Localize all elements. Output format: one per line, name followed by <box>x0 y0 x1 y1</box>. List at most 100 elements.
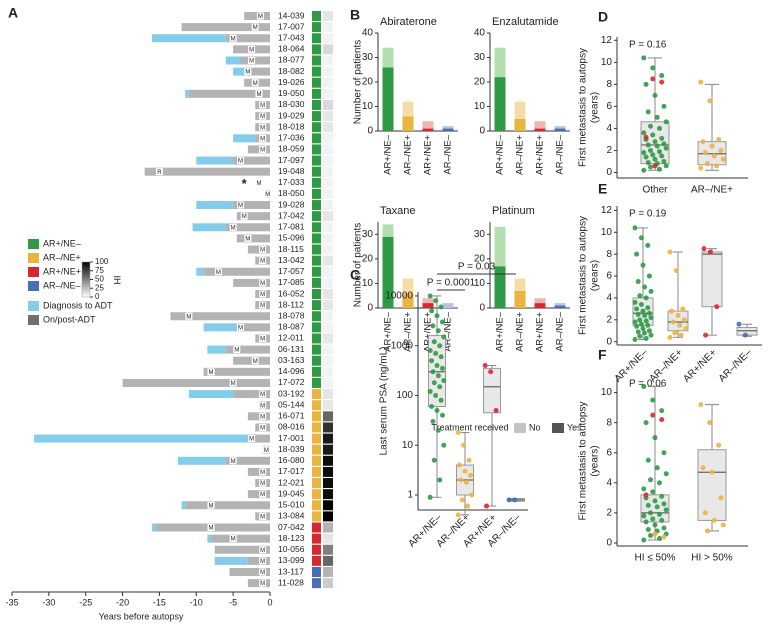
hi-cell <box>323 144 333 155</box>
data-point <box>637 333 643 339</box>
data-point <box>648 477 654 483</box>
box <box>701 251 723 308</box>
y-tick-label: 12 <box>601 35 613 46</box>
patient-id: 18-115 <box>278 244 304 254</box>
patient-id: 16-071 <box>278 411 305 421</box>
bar-yes <box>534 128 546 131</box>
data-point <box>650 152 656 158</box>
hi-cell <box>323 200 333 211</box>
data-point <box>441 377 447 383</box>
y-tick-label: 1 <box>407 490 413 501</box>
event-marker: M <box>216 270 221 276</box>
event-marker: M <box>256 92 261 98</box>
event-marker-box <box>259 479 267 487</box>
data-point <box>680 306 686 312</box>
on-post-adt-bar <box>247 145 270 154</box>
data-point <box>698 79 704 85</box>
data-point <box>427 389 433 395</box>
patient-id: 18-030 <box>278 99 305 109</box>
data-point <box>661 450 667 456</box>
data-point <box>640 262 646 268</box>
data-point <box>659 417 665 423</box>
panel-letter: A <box>8 5 18 21</box>
data-point <box>681 317 687 323</box>
data-point <box>430 369 436 375</box>
subtype-cell <box>312 289 321 299</box>
hi-cell <box>323 233 333 244</box>
event-marker-box <box>237 157 245 165</box>
event-marker: M <box>260 125 265 131</box>
x-tick-label: AR–/NE+ <box>403 135 414 175</box>
legend-swatch <box>28 239 39 249</box>
patient-id: 19-028 <box>278 199 305 209</box>
hi-cell <box>323 11 333 21</box>
data-point <box>437 343 443 349</box>
hi-cell <box>323 355 333 366</box>
data-point <box>645 160 651 166</box>
colorbar-tick-label: 25 <box>95 283 104 292</box>
data-point <box>646 273 652 279</box>
event-marker: M <box>231 36 236 42</box>
event-marker-box <box>259 145 267 153</box>
event-marker: M <box>260 103 265 109</box>
data-point <box>429 404 435 410</box>
data-point <box>656 511 662 517</box>
subtype-cell <box>312 522 321 533</box>
data-point <box>652 435 658 441</box>
patient-id: 17-043 <box>278 32 305 42</box>
data-point <box>661 525 667 531</box>
data-point <box>716 136 722 142</box>
diagnosis-to-adt-bar <box>214 556 248 565</box>
subtype-cell <box>312 77 321 88</box>
data-point <box>663 507 669 513</box>
x-tick-label: AR–/NE+ <box>515 135 526 175</box>
data-point <box>645 242 651 248</box>
patient-id: 17-007 <box>278 21 305 31</box>
hi-cell <box>323 322 333 333</box>
bar-yes <box>422 128 434 131</box>
colorbar-tick-label: 50 <box>95 275 104 284</box>
data-point <box>643 420 649 426</box>
subtype-cell <box>312 366 321 377</box>
x-tick-label: -10 <box>190 597 203 607</box>
hi-colorbar <box>81 261 91 298</box>
data-point <box>709 469 715 475</box>
on-post-adt-bar <box>247 434 270 443</box>
data-point <box>669 308 675 314</box>
y-tick-label: 6 <box>606 447 612 458</box>
hi-cell <box>323 511 333 522</box>
event-marker-box <box>244 234 252 242</box>
data-point <box>632 299 638 305</box>
data-point <box>437 477 443 483</box>
event-marker: R <box>157 170 162 176</box>
event-marker-box <box>259 568 267 576</box>
y-axis-label: (years) <box>590 92 601 123</box>
data-point <box>656 535 662 541</box>
data-point <box>641 486 647 492</box>
x-tick-label: AR+/NE– <box>383 134 394 175</box>
data-point <box>643 154 649 160</box>
event-marker: M <box>260 148 265 154</box>
bar-yes <box>382 236 394 308</box>
data-point <box>632 225 638 231</box>
subtype-cell <box>312 255 321 266</box>
subtype-cell <box>312 44 321 55</box>
hi-cell <box>323 255 333 266</box>
subtype-cell <box>312 277 321 288</box>
y-tick-label: 0 <box>606 167 612 178</box>
y-tick-label: 10 <box>601 227 613 238</box>
patient-id: 03-192 <box>278 388 305 398</box>
patient-id: 15-010 <box>278 500 305 510</box>
subtype-cell <box>312 544 321 555</box>
hi-cell <box>323 500 333 511</box>
data-point <box>654 504 660 510</box>
hi-cell <box>323 478 333 489</box>
hi-cell <box>323 411 333 422</box>
y-tick-label: 20 <box>362 253 374 264</box>
x-tick-label: HI ≤ 50% <box>634 553 675 564</box>
event-marker: M <box>260 248 265 254</box>
patient-id: 18-087 <box>278 322 305 332</box>
event-marker: M <box>260 514 265 520</box>
data-point <box>439 365 445 371</box>
subtype-cell <box>312 266 321 277</box>
